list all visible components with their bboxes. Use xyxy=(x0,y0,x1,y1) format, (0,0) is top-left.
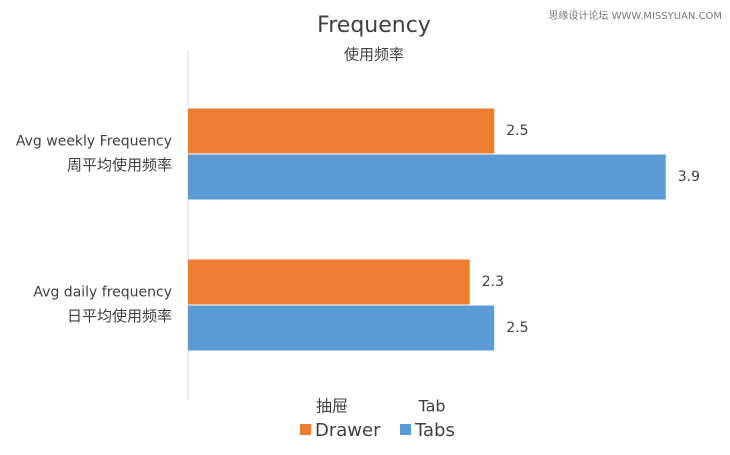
legend-note: Tab xyxy=(417,397,445,416)
legend-note: 抽屉 xyxy=(316,397,348,416)
legend-swatch xyxy=(400,424,411,435)
chart-title: Frequency xyxy=(317,13,431,38)
category-label: Avg daily frequency xyxy=(33,285,172,301)
bar xyxy=(188,259,470,305)
value-label: 3.9 xyxy=(678,169,700,185)
category-label-zh: 周平均使用频率 xyxy=(67,156,172,174)
watermark: 思缘设计论坛 WWW.MISSYUAN.COM xyxy=(548,9,722,22)
bar xyxy=(188,154,666,200)
legend-swatch xyxy=(300,424,311,435)
category-label-zh: 日平均使用频率 xyxy=(67,307,172,325)
value-label: 2.5 xyxy=(506,320,528,336)
chart-subtitle: 使用频率 xyxy=(344,46,404,64)
bar xyxy=(188,108,495,154)
legend-label: Drawer xyxy=(315,420,381,441)
bar xyxy=(188,305,495,351)
legend-label: Tabs xyxy=(414,420,455,441)
value-label: 2.3 xyxy=(482,274,504,290)
category-label: Avg weekly Frequency xyxy=(16,134,172,150)
value-label: 2.5 xyxy=(506,123,528,139)
